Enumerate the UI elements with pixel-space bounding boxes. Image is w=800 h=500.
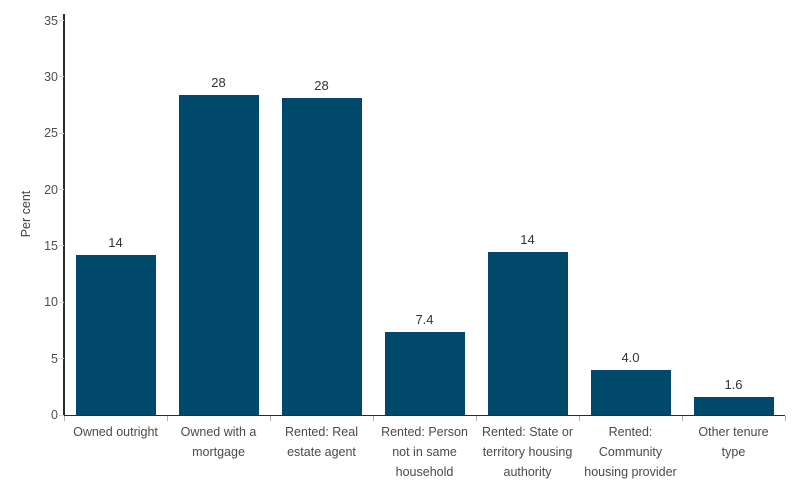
y-tick-mark [58, 132, 64, 134]
x-tick-label: Other tenure type [698, 425, 769, 459]
y-tick-label: 5 [51, 351, 58, 366]
bar[interactable] [178, 94, 259, 415]
x-tick-label: Rented: Person not in same household [381, 425, 468, 479]
y-tick-mark [58, 301, 64, 303]
bar-value-label: 14 [520, 231, 535, 247]
y-tick-label: 10 [44, 295, 58, 310]
bar-value-label: 14 [108, 234, 123, 250]
y-tick-mark [58, 358, 64, 360]
x-tick-mark [579, 416, 580, 421]
bar-value-label: 7.4 [415, 311, 434, 327]
bar[interactable] [487, 251, 568, 415]
y-axis-line [63, 14, 65, 416]
x-tick-mark [476, 416, 477, 421]
y-tick-mark [58, 414, 64, 416]
bar-value-label: 28 [211, 74, 226, 90]
bar-value-label: 1.6 [724, 376, 743, 392]
bar[interactable] [693, 396, 774, 415]
x-tick-label: Owned outright [73, 425, 158, 439]
y-tick-mark [58, 76, 64, 78]
x-tick-mark [785, 416, 786, 421]
x-tick-mark [373, 416, 374, 421]
x-tick-label: Rented: Real estate agent [285, 425, 358, 459]
x-axis-line [63, 414, 785, 416]
bar-value-label: 28 [314, 78, 329, 94]
x-tick-label: Rented: State or territory housing autho… [481, 425, 574, 479]
x-tick-label: Rented: Community housing provider [584, 425, 677, 479]
y-tick-label: 20 [44, 182, 58, 197]
y-tick-mark [58, 189, 64, 191]
x-tick-label: Owned with a mortgage [180, 425, 257, 459]
bar-value-label: 4.0 [621, 349, 640, 365]
y-tick-label: 25 [44, 126, 58, 141]
y-tick-label: 35 [44, 13, 58, 28]
y-tick-label: 30 [44, 69, 58, 84]
bar[interactable] [75, 254, 156, 415]
x-tick-mark [682, 416, 683, 421]
y-tick-mark [58, 20, 64, 21]
bar[interactable] [590, 369, 671, 415]
bar[interactable] [281, 98, 362, 415]
x-tick-mark [167, 416, 168, 421]
y-tick-mark [58, 245, 64, 247]
y-tick-label: 0 [51, 408, 58, 422]
x-tick-mark [270, 416, 271, 421]
y-axis-title: Per cent [19, 190, 33, 238]
bar[interactable] [384, 331, 465, 415]
x-tick-mark [64, 416, 65, 421]
y-tick-label: 15 [44, 238, 58, 253]
